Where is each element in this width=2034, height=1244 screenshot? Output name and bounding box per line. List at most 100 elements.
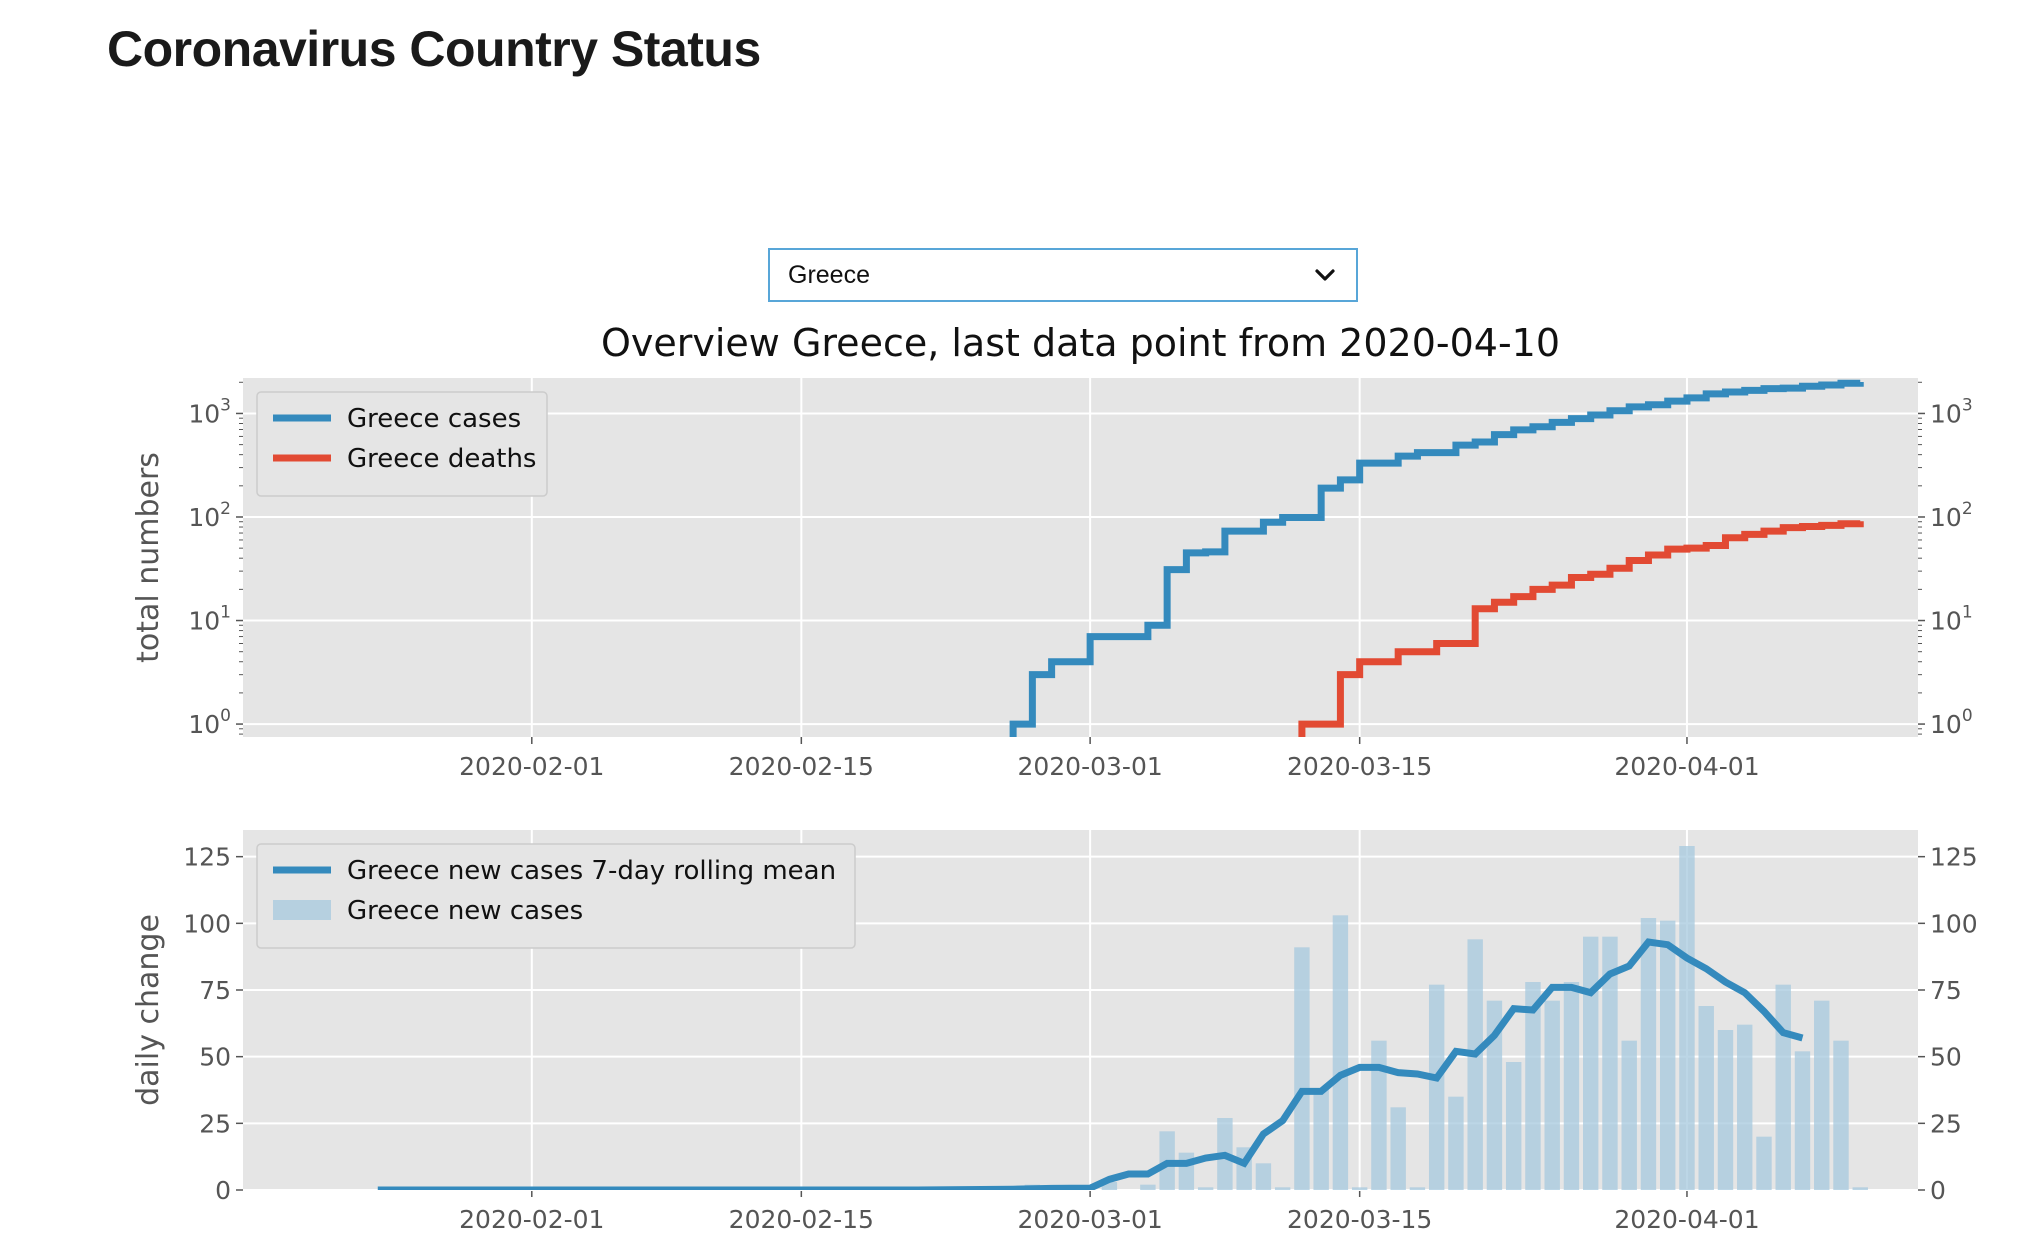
series-line-2 (1298, 520, 1864, 737)
bar (1756, 1136, 1772, 1190)
y-tick-label: 25 (199, 1109, 231, 1138)
y-tick-exponent: 2 (1962, 499, 1973, 519)
bar (1563, 982, 1580, 1190)
y-tick-base: 10 (1930, 607, 1962, 636)
y-tick-label-right: 100 (1930, 909, 1978, 938)
bar (1794, 1051, 1811, 1190)
bar (1197, 1187, 1214, 1190)
bar (1602, 936, 1618, 1190)
bar (1698, 1006, 1714, 1190)
y-tick-exponent: 0 (1962, 706, 1973, 726)
bar (1717, 1030, 1734, 1190)
y-tick-label: 101 (188, 603, 231, 636)
bar (1351, 1187, 1368, 1190)
chart-2: 2020-02-01 2020-02-15 2020-03-01 2020-03-15… (131, 830, 1978, 1234)
y-tick-label: 100 (188, 706, 231, 739)
y-tick-label-right: 101 (1930, 603, 1973, 636)
y-tick-label-right: 25 (1930, 1109, 1962, 1138)
bar (1505, 1062, 1522, 1190)
y-tick-base: 10 (188, 503, 220, 532)
legend: Greece new cases 7-day rolling mean Greec… (256, 843, 856, 949)
legend-swatch-patch (273, 900, 331, 920)
y-tick-exponent: 1 (1962, 603, 1973, 623)
bar (1621, 1040, 1637, 1190)
bar (1679, 846, 1695, 1190)
bar (1294, 947, 1310, 1190)
series-line-1 (377, 938, 1804, 1190)
series-line-1 (1009, 379, 1864, 737)
x-tick-label: 2020-02-15 (729, 752, 874, 781)
y-tick-base: 10 (188, 710, 220, 739)
y-tick-label: 75 (199, 976, 231, 1005)
x-tick-label: 2020-02-01 (459, 752, 604, 781)
y-tick-label-right: 50 (1930, 1043, 1962, 1072)
y-tick-label: 50 (199, 1043, 231, 1072)
x-tick-label: 2020-04-01 (1614, 1205, 1759, 1234)
y-tick-exponent: 1 (220, 603, 231, 623)
y-tick-label: 100 (183, 909, 231, 938)
x-tick-label: 2020-02-01 (459, 1205, 604, 1234)
y-tick-exponent: 3 (220, 395, 231, 415)
chart-1: 2020-02-01 2020-02-15 2020-03-01 2020-03-15… (131, 321, 1973, 781)
y-axis-title: total numbers (131, 452, 166, 663)
bar (1409, 1187, 1426, 1190)
y-tick-exponent: 0 (220, 706, 231, 726)
legend-label: Greece cases (347, 404, 521, 434)
chevron-down-icon (1315, 269, 1335, 281)
y-tick-label-right: 75 (1930, 976, 1962, 1005)
y-tick-base: 10 (1930, 399, 1962, 428)
y-tick-label: 103 (188, 395, 231, 428)
bar (1583, 936, 1599, 1190)
country-select-value: Greece (788, 260, 870, 289)
y-tick-base: 10 (188, 607, 220, 636)
y-tick-label: 0 (215, 1176, 231, 1205)
x-tick-label: 2020-03-15 (1287, 1205, 1432, 1234)
y-tick-base: 10 (1930, 710, 1962, 739)
x-tick-label: 2020-03-15 (1287, 752, 1432, 781)
y-tick-label-right: 103 (1930, 395, 1973, 428)
plot-area (1009, 379, 1864, 737)
x-tick-label: 2020-03-01 (1017, 1205, 1162, 1234)
page-title: Coronavirus Country Status (107, 21, 761, 77)
bar (1467, 939, 1483, 1190)
bar (1332, 915, 1349, 1190)
y-tick-base: 10 (188, 399, 220, 428)
bar (1852, 1187, 1868, 1190)
bar (1140, 1184, 1156, 1190)
bar (1814, 1000, 1830, 1190)
y-tick-base: 10 (1930, 503, 1962, 532)
bar (1274, 1187, 1291, 1190)
bar (1390, 1107, 1406, 1190)
chart-title: Overview Greece, last data point from 20… (601, 321, 1560, 365)
y-tick-exponent: 2 (220, 499, 231, 519)
bar (1371, 1040, 1387, 1190)
plot-area (377, 846, 1868, 1190)
legend-label: Greece new cases 7-day rolling mean (347, 856, 836, 886)
bar (1428, 984, 1445, 1190)
y-tick-exponent: 3 (1962, 395, 1973, 415)
bar (1544, 1000, 1560, 1190)
y-tick-label: 125 (183, 843, 231, 872)
bar (1255, 1163, 1272, 1190)
bar (1448, 1096, 1464, 1190)
y-tick-label: 102 (188, 499, 231, 532)
x-tick-label: 2020-03-01 (1017, 752, 1162, 781)
legend-box (256, 843, 856, 949)
y-tick-label-right: 125 (1930, 843, 1978, 872)
y-tick-label-right: 102 (1930, 499, 1973, 532)
bar (1833, 1040, 1849, 1190)
legend-label: Greece deaths (347, 444, 536, 474)
x-tick-label: 2020-04-01 (1614, 752, 1759, 781)
bar (1775, 984, 1791, 1190)
legend: Greece cases Greece deaths (256, 391, 548, 497)
bar (1486, 1000, 1503, 1190)
bar (1313, 1088, 1329, 1190)
country-select[interactable]: Greece (768, 248, 1358, 302)
legend-label: Greece new cases (347, 896, 583, 926)
bar (1737, 1024, 1753, 1190)
x-tick-label: 2020-02-15 (729, 1205, 874, 1234)
bar (1101, 1182, 1118, 1190)
bar (1525, 982, 1541, 1190)
y-tick-label-right: 100 (1930, 706, 1973, 739)
